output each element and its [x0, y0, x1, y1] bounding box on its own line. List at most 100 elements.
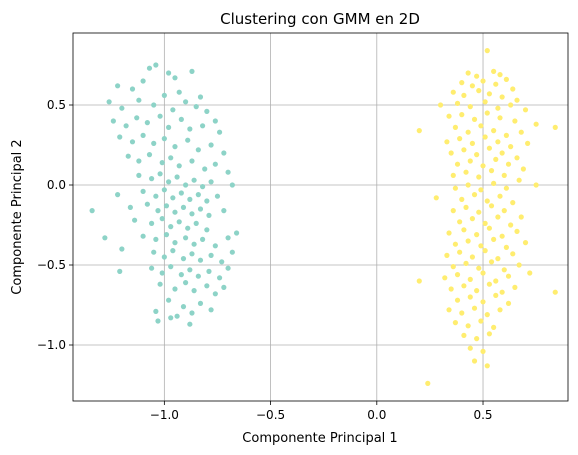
scatter-point-cluster-0: [193, 104, 199, 110]
scatter-point-cluster-0: [193, 220, 199, 226]
scatter-point-cluster-0: [166, 124, 172, 130]
scatter-point-cluster-0: [189, 251, 195, 257]
scatter-point-cluster-1: [484, 363, 490, 369]
scatter-point-cluster-1: [452, 241, 459, 247]
y-tick-label: 0.5: [47, 98, 66, 112]
scatter-point-cluster-0: [136, 158, 142, 164]
scatter-point-cluster-0: [140, 188, 146, 194]
scatter-point-cluster-0: [166, 297, 172, 303]
scatter-point-cluster-1: [488, 168, 495, 174]
scatter-point-cluster-0: [119, 105, 125, 111]
scatter-point-cluster-0: [168, 224, 174, 230]
scatter-point-cluster-0: [117, 134, 123, 140]
x-axis-label: Componente Principal 1: [242, 431, 397, 446]
scatter-point-cluster-1: [478, 123, 484, 129]
scatter-point-cluster-1: [533, 121, 539, 127]
scatter-point-cluster-0: [89, 208, 95, 214]
scatter-point-cluster-0: [168, 155, 174, 161]
scatter-point-cluster-0: [208, 307, 214, 313]
scatter-point-cluster-1: [497, 115, 503, 121]
scatter-point-cluster-0: [212, 243, 218, 249]
scatter-point-cluster-0: [123, 123, 129, 129]
scatter-point-cluster-1: [497, 72, 503, 78]
scatter-point-cluster-1: [474, 232, 480, 238]
scatter-point-cluster-0: [182, 280, 189, 286]
scatter-point-cluster-1: [450, 89, 456, 95]
scatter-point-cluster-0: [187, 196, 193, 202]
scatter-point-cluster-1: [482, 220, 488, 226]
scatter-point-cluster-0: [172, 286, 178, 292]
x-tick-label: 0.0: [367, 408, 386, 422]
scatter-point-cluster-0: [115, 83, 121, 89]
scatter-point-cluster-0: [204, 227, 210, 233]
scatter-point-cluster-0: [136, 172, 142, 178]
x-tick-label: −0.5: [256, 408, 285, 422]
scatter-point-cluster-1: [459, 80, 465, 86]
scatter-point-cluster-1: [454, 161, 461, 167]
scatter-point-cluster-0: [204, 283, 210, 289]
scatter-point-cluster-1: [512, 284, 518, 290]
scatter-point-cluster-0: [140, 233, 146, 239]
scatter-point-cluster-1: [499, 150, 505, 156]
scatter-point-cluster-1: [484, 110, 490, 116]
scatter-point-cluster-1: [486, 331, 492, 337]
scatter-point-cluster-1: [416, 278, 422, 284]
scatter-point-cluster-1: [442, 275, 448, 281]
scatter-point-cluster-0: [176, 219, 182, 225]
scatter-point-cluster-0: [212, 291, 218, 297]
scatter-point-cluster-1: [480, 348, 486, 354]
scatter-point-cluster-0: [144, 201, 150, 207]
scatter-point-cluster-0: [204, 108, 210, 114]
scatter-point-cluster-0: [189, 310, 195, 316]
scatter-point-cluster-1: [552, 289, 558, 295]
scatter-point-cluster-0: [149, 265, 155, 271]
scatter-point-cluster-1: [461, 92, 467, 98]
scatter-point-cluster-1: [508, 102, 514, 108]
scatter-point-cluster-1: [505, 273, 512, 279]
scatter-point-cluster-1: [503, 132, 509, 138]
scatter-point-cluster-1: [497, 307, 503, 313]
scatter-point-cluster-1: [450, 208, 456, 214]
scatter-point-cluster-0: [151, 102, 157, 108]
x-tick-label: 0.5: [473, 408, 492, 422]
scatter-point-cluster-1: [499, 289, 505, 295]
scatter-point-cluster-0: [197, 300, 204, 306]
scatter-point-cluster-1: [520, 166, 526, 172]
scatter-point-cluster-0: [117, 268, 123, 274]
scatter-point-cluster-1: [474, 73, 480, 79]
scatter-point-cluster-0: [182, 182, 189, 188]
scatter-point-cluster-0: [129, 139, 136, 145]
scatter-point-cluster-1: [444, 139, 450, 145]
scatter-point-cluster-1: [467, 104, 473, 110]
scatter-point-cluster-1: [463, 260, 469, 266]
scatter-point-cluster-0: [197, 94, 204, 100]
scatter-point-cluster-0: [208, 179, 214, 185]
scatter-point-cluster-0: [180, 304, 187, 310]
scatter-point-cluster-0: [216, 129, 223, 135]
scatter-point-cluster-1: [465, 323, 471, 329]
scatter-point-cluster-0: [140, 132, 146, 138]
scatter-point-cluster-1: [446, 307, 452, 313]
scatter-point-cluster-1: [486, 91, 492, 97]
scatter-point-cluster-1: [457, 136, 463, 142]
scatter-point-cluster-0: [168, 264, 174, 270]
scatter-point-cluster-0: [172, 75, 178, 81]
scatter-point-cluster-1: [480, 299, 486, 305]
scatter-point-cluster-0: [191, 177, 197, 183]
scatter-point-cluster-0: [208, 252, 214, 258]
scatter-point-cluster-0: [176, 163, 182, 169]
scatter-point-cluster-0: [102, 235, 108, 241]
scatter-point-cluster-1: [467, 276, 473, 282]
scatter-point-cluster-0: [180, 256, 187, 262]
scatter-point-cluster-0: [170, 107, 176, 113]
scatter-point-cluster-0: [189, 158, 195, 164]
scatter-point-cluster-0: [149, 220, 155, 226]
scatter-point-cluster-1: [467, 158, 473, 164]
scatter-point-cluster-1: [495, 256, 501, 262]
scatter-point-cluster-1: [491, 324, 497, 330]
scatter-point-cluster-0: [140, 78, 146, 84]
scatter-point-cluster-0: [187, 321, 193, 327]
y-tick-label: −0.5: [37, 258, 66, 272]
scatter-point-cluster-1: [433, 195, 439, 201]
